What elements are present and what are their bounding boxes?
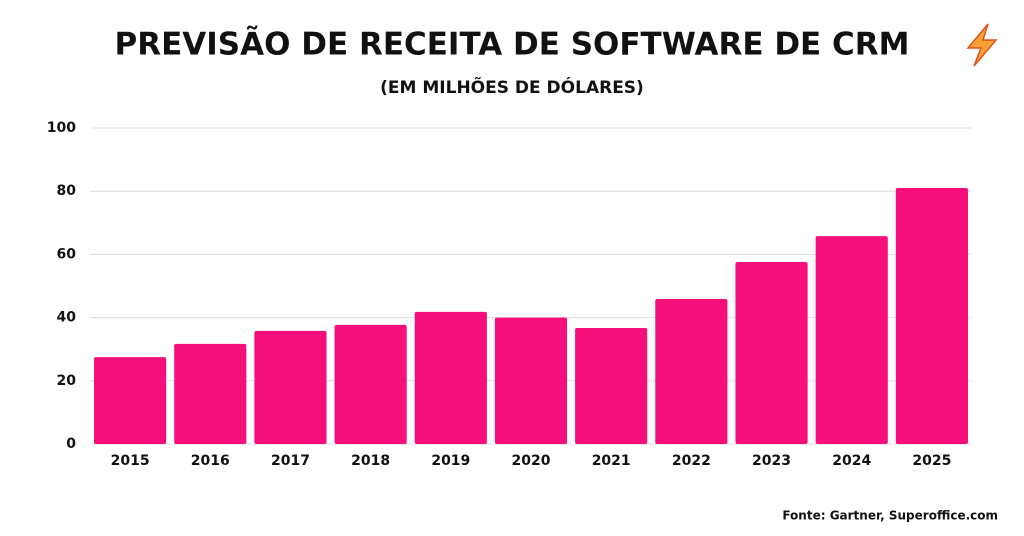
x-tick-label: 2019: [431, 453, 470, 469]
x-tick-label: 2023: [752, 453, 791, 469]
x-tick-label: 2018: [351, 453, 390, 469]
chart-subtitle: (EM MILHÕES DE DÓLARES): [380, 75, 644, 98]
source-note: Fonte: Gartner, Superoffice.com: [782, 509, 998, 523]
x-tick-label: 2020: [512, 453, 551, 469]
y-tick-label: 100: [47, 120, 76, 136]
x-tick-label: 2021: [592, 453, 631, 469]
logo-icon: [966, 23, 998, 67]
bar: [414, 311, 487, 444]
bar: [735, 261, 808, 444]
x-tick-label: 2024: [832, 453, 871, 469]
x-tick-label: 2015: [111, 453, 150, 469]
bar: [815, 236, 888, 444]
y-tick-label: 0: [66, 436, 76, 452]
x-tick-label: 2025: [912, 453, 951, 469]
chart-title: PREVISÃO DE RECEITA DE SOFTWARE DE CRM: [115, 26, 910, 63]
bar: [334, 324, 407, 444]
bar: [174, 343, 247, 444]
bar: [494, 317, 568, 444]
y-tick-label: 60: [57, 246, 77, 262]
x-tick-label: 2022: [672, 453, 711, 469]
x-tick-label: 2016: [191, 453, 230, 469]
x-tick-label: 2017: [271, 453, 310, 469]
bar: [655, 298, 728, 444]
bar: [575, 328, 648, 444]
bar: [254, 330, 327, 444]
y-tick-label: 40: [57, 310, 77, 326]
y-tick-label: 80: [57, 183, 77, 199]
bar: [94, 357, 167, 444]
bar: [895, 188, 968, 444]
y-tick-label: 20: [57, 373, 77, 389]
